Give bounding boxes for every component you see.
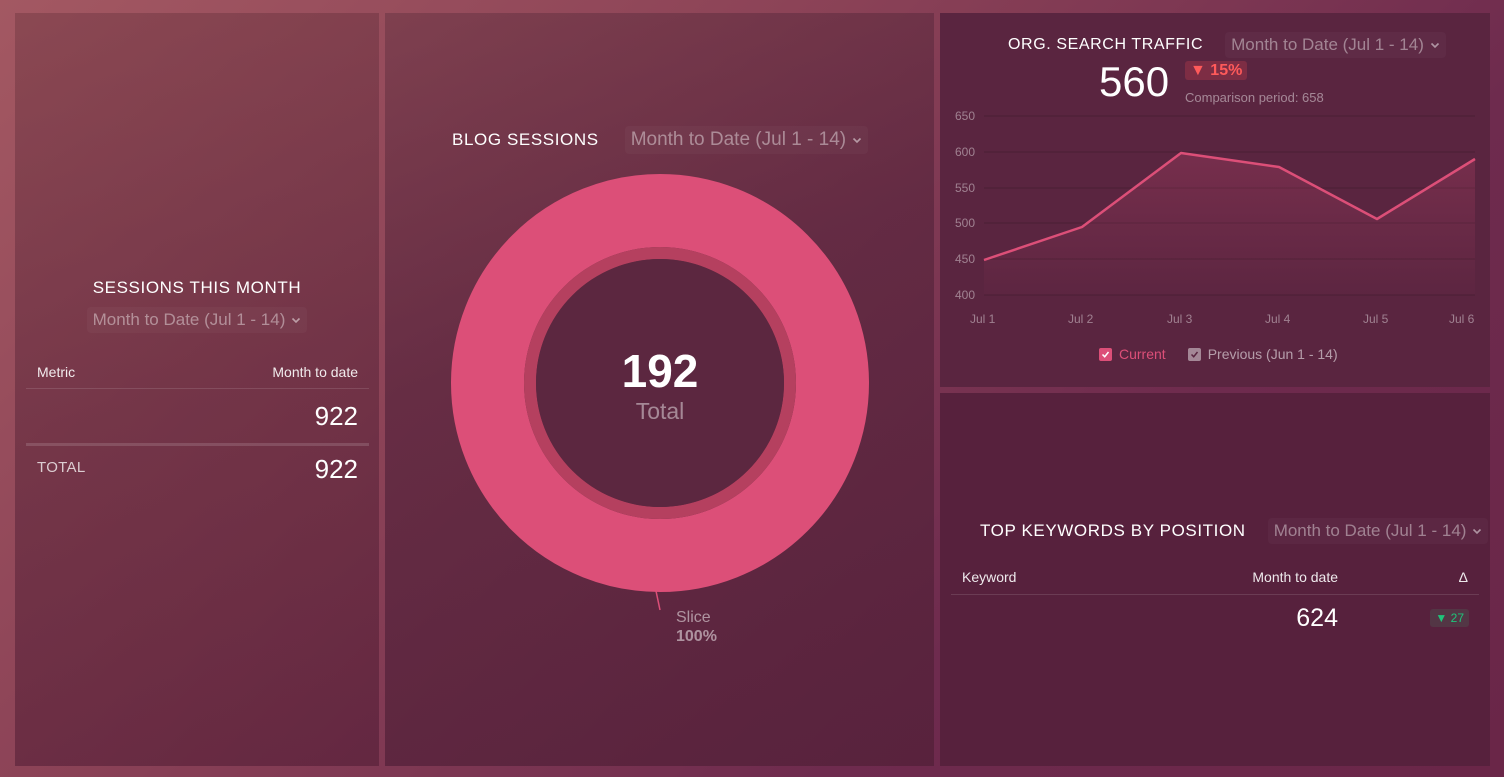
date-range-dropdown[interactable]: Month to Date (Jul 1 - 14)	[1225, 32, 1446, 58]
date-range-dropdown[interactable]: Month to Date (Jul 1 - 14)	[625, 126, 868, 154]
checkbox-checked-icon[interactable]	[1099, 347, 1112, 361]
legend-label-previous: Previous (Jun 1 - 14)	[1207, 346, 1338, 362]
svg-text:Jul 3: Jul 3	[1167, 312, 1193, 326]
date-range-label: Month to Date (Jul 1 - 14)	[1231, 35, 1424, 54]
chevron-down-icon	[1473, 528, 1482, 535]
total-row: TOTAL 922	[26, 454, 369, 485]
svg-text:Jul 4: Jul 4	[1265, 312, 1291, 326]
legend-item-current[interactable]: Current	[1099, 346, 1166, 362]
widget-title: TOP KEYWORDS BY POSITION	[980, 521, 1246, 540]
triangle-down-icon: ▼	[1190, 62, 1206, 79]
donut-hole	[536, 259, 784, 507]
chevron-down-icon	[1430, 42, 1439, 49]
svg-text:600: 600	[955, 145, 975, 159]
svg-text:550: 550	[955, 181, 975, 195]
table-row: 922	[26, 389, 369, 446]
widget-title: ORG. SEARCH TRAFFIC	[1008, 36, 1204, 53]
delta-value: 27	[1450, 611, 1464, 625]
date-range-label: Month to Date (Jul 1 - 14)	[92, 310, 286, 329]
svg-text:650: 650	[955, 109, 975, 123]
widget-title: SESSIONS THIS MONTH	[92, 278, 302, 297]
column-header-metric: Metric	[37, 364, 76, 380]
y-axis-labels: 650 600 550 500 450 400	[955, 109, 975, 302]
svg-text:450: 450	[955, 252, 975, 266]
delta-badge: ▼ 27	[1430, 609, 1469, 627]
date-range-dropdown[interactable]: Month to Date (Jul 1 - 14)	[1268, 518, 1489, 544]
date-range-dropdown[interactable]: Month to Date (Jul 1 - 14)	[87, 307, 308, 333]
triangle-down-icon: ▼	[1435, 611, 1448, 625]
donut-total-value: 192	[621, 345, 699, 397]
current-series-area	[984, 153, 1475, 295]
donut-chart	[451, 174, 869, 611]
keywords-table: Keyword Month to date Δ 624 ▼ 27	[951, 569, 1479, 641]
column-header-month-to-date: Month to date	[1252, 569, 1338, 585]
table-row: 624 ▼ 27	[951, 595, 1479, 641]
current-series-line[interactable]	[983, 151, 1476, 262]
legend-label-current: Current	[1119, 346, 1166, 362]
value-cell: 922	[314, 400, 358, 431]
sessions-this-month-widget: SESSIONS THIS MONTH Month to Date (Jul 1…	[15, 13, 379, 766]
svg-text:Jul 1: Jul 1	[970, 312, 996, 326]
slice-label: Slice 100%	[676, 608, 717, 646]
change-percent: 15%	[1210, 62, 1243, 79]
svg-text:Jul 6: Jul 6	[1449, 312, 1475, 326]
donut-total-label: Total	[635, 398, 685, 424]
date-range-label: Month to Date (Jul 1 - 14)	[630, 129, 847, 150]
table-header: Keyword Month to date Δ	[951, 569, 1479, 595]
value-cell: 624	[1296, 603, 1338, 632]
checkbox-checked-icon[interactable]	[1187, 347, 1201, 361]
date-range-label: Month to Date (Jul 1 - 14)	[1273, 521, 1467, 540]
slice-percent: 100%	[676, 628, 717, 645]
sessions-table: Metric Month to date 922 TOTAL 922	[26, 364, 369, 485]
x-axis-labels: Jul 1 Jul 2 Jul 3 Jul 4 Jul 5 Jul 6	[970, 312, 1475, 326]
table-header: Metric Month to date	[26, 364, 369, 389]
chart-legend: Current Previous (Jun 1 - 14)	[1099, 346, 1338, 362]
svg-text:Jul 2: Jul 2	[1068, 312, 1094, 326]
svg-text:Jul 5: Jul 5	[1363, 312, 1389, 326]
slice-label-leader	[655, 590, 661, 611]
svg-text:400: 400	[955, 288, 975, 302]
column-header-delta: Δ	[1458, 569, 1468, 585]
column-header-keyword: Keyword	[962, 569, 1017, 585]
line-chart: 650 600 550 500 450 400 Jul 1 Jul 2 Jul …	[955, 109, 1476, 326]
donut-inner-ring	[524, 247, 796, 519]
kpi-value: 560	[1099, 58, 1170, 105]
column-header-month-to-date: Month to date	[272, 364, 358, 380]
chevron-down-icon	[853, 137, 862, 144]
slice-name: Slice	[676, 609, 711, 626]
blog-sessions-widget: BLOG SESSIONS Month to Date (Jul 1 - 14)…	[385, 13, 934, 766]
widget-title: BLOG SESSIONS	[452, 130, 599, 149]
donut-slice[interactable]	[451, 174, 869, 592]
top-keywords-widget: TOP KEYWORDS BY POSITION Month to Date (…	[940, 393, 1490, 766]
comparison-text: Comparison period: 658	[1185, 90, 1324, 105]
total-value: 922	[314, 454, 358, 484]
org-search-traffic-widget: ORG. SEARCH TRAFFIC Month to Date (Jul 1…	[940, 13, 1490, 387]
total-label: TOTAL	[37, 459, 86, 476]
change-badge: ▼ 15%	[1185, 61, 1248, 80]
chevron-down-icon	[292, 317, 301, 324]
svg-text:500: 500	[955, 216, 975, 230]
legend-item-previous[interactable]: Previous (Jun 1 - 14)	[1187, 346, 1338, 362]
